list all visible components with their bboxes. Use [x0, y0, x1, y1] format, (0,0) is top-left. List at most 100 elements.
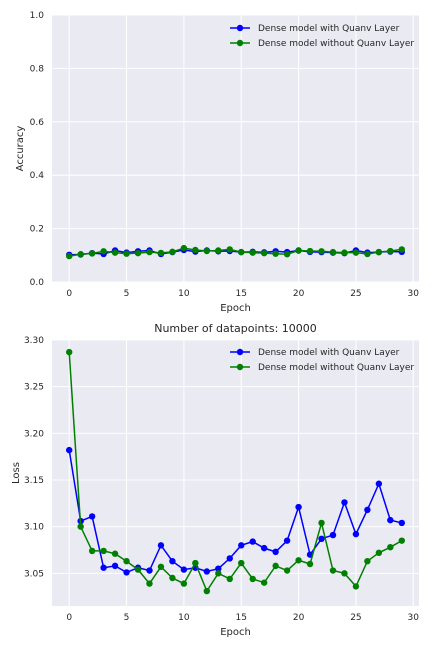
- legend-label-with-quanv: Dense model with Quanv Layer: [258, 24, 400, 34]
- loss-point-with-quanv: [261, 545, 267, 551]
- loss-point-without-quanv: [77, 523, 83, 529]
- loss-point-without-quanv: [376, 550, 382, 556]
- accuracy-x-ticks: 0 5 10 15 20 25 30: [66, 289, 419, 299]
- loss-point-without-quanv: [399, 537, 405, 543]
- loss-x-tick-label: 5: [124, 613, 130, 623]
- accuracy-point-without-quanv: [89, 250, 95, 256]
- accuracy-point-without-quanv: [123, 250, 129, 256]
- loss-point-without-quanv: [353, 583, 359, 589]
- loss-point-without-quanv: [181, 580, 187, 586]
- loss-y-tick-label: 3.25: [24, 383, 44, 393]
- loss-point-without-quanv: [272, 563, 278, 569]
- legend-marker-with-quanv: [237, 349, 243, 355]
- accuracy-point-without-quanv: [135, 250, 141, 256]
- accuracy-point-without-quanv: [250, 249, 256, 255]
- loss-point-with-quanv: [238, 542, 244, 548]
- loss-point-with-quanv: [318, 536, 324, 542]
- accuracy-x-tick-label: 5: [124, 289, 130, 299]
- legend-marker-without-quanv: [237, 364, 243, 370]
- loss-point-without-quanv: [318, 520, 324, 526]
- loss-point-with-quanv: [158, 542, 164, 548]
- accuracy-x-tick-label: 15: [236, 289, 247, 299]
- accuracy-y-ticks: 0.00.20.40.60.81.0: [30, 11, 45, 288]
- loss-point-with-quanv: [376, 481, 382, 487]
- loss-y-tick-label: 3.20: [24, 429, 44, 439]
- loss-point-without-quanv: [100, 548, 106, 554]
- loss-point-without-quanv: [227, 576, 233, 582]
- loss-plot-background: [52, 340, 419, 606]
- accuracy-point-without-quanv: [376, 249, 382, 255]
- accuracy-point-without-quanv: [227, 246, 233, 252]
- accuracy-point-without-quanv: [399, 246, 405, 252]
- loss-point-without-quanv: [341, 570, 347, 576]
- accuracy-point-without-quanv: [295, 247, 301, 253]
- loss-point-without-quanv: [146, 580, 152, 586]
- loss-point-without-quanv: [330, 567, 336, 573]
- loss-point-with-quanv: [181, 566, 187, 572]
- accuracy-y-axis-label: Accuracy: [15, 126, 26, 172]
- loss-x-tick-label: 30: [408, 613, 420, 623]
- accuracy-panel: 0 5 10 15 20 25 30 0.0 0.2 0.4 0.6 0.8 1.0 Epoch Ac…: [15, 11, 419, 314]
- loss-point-with-quanv: [100, 565, 106, 571]
- loss-point-with-quanv: [169, 558, 175, 564]
- loss-point-without-quanv: [250, 576, 256, 582]
- accuracy-point-without-quanv: [181, 245, 187, 251]
- loss-point-without-quanv: [284, 567, 290, 573]
- accuracy-point-without-quanv: [261, 250, 267, 256]
- loss-point-without-quanv: [169, 575, 175, 581]
- loss-y-axis-label: Loss: [11, 462, 22, 484]
- accuracy-x-tick-label: 20: [293, 289, 305, 299]
- loss-x-ticks: 0 5 10 15 20 25 30: [66, 613, 419, 623]
- accuracy-x-axis-label: Epoch: [220, 303, 251, 314]
- accuracy-y-tick-label: 0.2: [30, 225, 44, 235]
- legend-label-without-quanv: Dense model without Quanv Layer: [258, 39, 414, 49]
- accuracy-y-tick-label: 0.6: [30, 118, 45, 128]
- accuracy-y-tick-label: 0.8: [30, 64, 45, 74]
- loss-x-tick-label: 25: [350, 613, 361, 623]
- accuracy-point-without-quanv: [192, 247, 198, 253]
- loss-point-with-quanv: [227, 555, 233, 561]
- accuracy-point-without-quanv: [204, 248, 210, 254]
- loss-y-ticks: 3.05 3.10 3.15 3.20 3.25 3.30: [24, 336, 44, 579]
- legend-label-with-quanv: Dense model with Quanv Layer: [258, 348, 400, 358]
- accuracy-point-without-quanv: [238, 249, 244, 255]
- loss-x-tick-label: 10: [178, 613, 190, 623]
- loss-y-tick-label: 3.15: [24, 476, 44, 486]
- loss-x-tick-label: 0: [66, 613, 72, 623]
- loss-point-without-quanv: [261, 579, 267, 585]
- accuracy-point-without-quanv: [100, 248, 106, 254]
- loss-point-without-quanv: [192, 560, 198, 566]
- accuracy-y-tick-label: 1.0: [30, 11, 45, 21]
- accuracy-point-without-quanv: [318, 248, 324, 254]
- accuracy-plot-background: [52, 15, 419, 282]
- accuracy-point-without-quanv: [77, 251, 83, 257]
- loss-point-with-quanv: [89, 513, 95, 519]
- accuracy-point-without-quanv: [364, 251, 370, 257]
- accuracy-point-without-quanv: [146, 249, 152, 255]
- accuracy-point-without-quanv: [66, 253, 72, 259]
- accuracy-x-tick-label: 25: [350, 289, 361, 299]
- loss-point-without-quanv: [295, 557, 301, 563]
- loss-y-tick-label: 3.30: [24, 336, 44, 346]
- loss-point-without-quanv: [123, 558, 129, 564]
- legend-marker-with-quanv: [237, 25, 243, 31]
- loss-point-without-quanv: [364, 558, 370, 564]
- accuracy-point-without-quanv: [158, 250, 164, 256]
- accuracy-x-tick-label: 30: [408, 289, 420, 299]
- accuracy-point-without-quanv: [215, 247, 221, 253]
- accuracy-point-without-quanv: [284, 251, 290, 257]
- accuracy-point-without-quanv: [353, 249, 359, 255]
- loss-point-without-quanv: [158, 564, 164, 570]
- loss-chart-title: Number of datapoints: 10000: [154, 322, 317, 335]
- accuracy-y-tick-label: 0.0: [30, 278, 45, 288]
- loss-point-with-quanv: [341, 499, 347, 505]
- accuracy-point-without-quanv: [169, 249, 175, 255]
- loss-y-tick-label: 3.10: [24, 523, 44, 533]
- loss-point-with-quanv: [364, 507, 370, 513]
- loss-panel: Number of datapoints: 10000 0 5 10 15 20 25 30…: [11, 322, 419, 638]
- loss-point-with-quanv: [204, 568, 210, 574]
- loss-point-with-quanv: [284, 537, 290, 543]
- loss-point-without-quanv: [387, 544, 393, 550]
- loss-point-without-quanv: [112, 551, 118, 557]
- loss-point-with-quanv: [295, 504, 301, 510]
